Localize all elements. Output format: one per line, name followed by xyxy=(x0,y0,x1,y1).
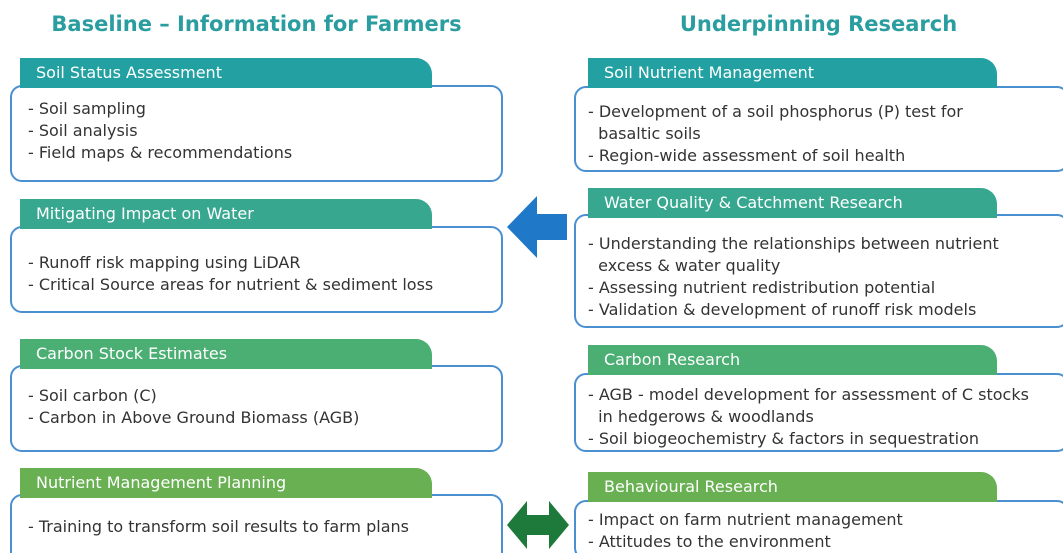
section-line: - Validation & development of runoff ris… xyxy=(588,300,977,319)
section-title: Carbon Stock Estimates xyxy=(20,339,432,369)
section-line: excess & water quality xyxy=(588,256,781,275)
section-line: - Soil carbon (C) xyxy=(28,386,157,405)
section-title: Nutrient Management Planning xyxy=(20,468,432,498)
section-line: - Region-wide assessment of soil health xyxy=(588,146,906,165)
section-line: in hedgerows & woodlands xyxy=(588,407,814,426)
section-line: - Runoff risk mapping using LiDAR xyxy=(28,253,301,272)
section-line: - Attitudes to the environment xyxy=(588,532,831,551)
section-title: Behavioural Research xyxy=(588,472,997,502)
section-line: - Development of a soil phosphorus (P) t… xyxy=(588,102,963,121)
section-line: - Assessing nutrient redistribution pote… xyxy=(588,278,936,297)
double-arrow xyxy=(507,501,569,549)
section-title: Water Quality & Catchment Research xyxy=(588,188,997,218)
section-title: Soil Status Assessment xyxy=(20,58,432,88)
section-line: - Training to transform soil results to … xyxy=(28,517,409,536)
section-line: - Understanding the relationships betwee… xyxy=(588,234,999,253)
section-line: basaltic soils xyxy=(588,124,701,143)
section-line: - Impact on farm nutrient management xyxy=(588,510,903,529)
section-line: - AGB - model development for assessment… xyxy=(588,385,1029,404)
section-line: - Soil sampling xyxy=(28,99,146,118)
section-title: Soil Nutrient Management xyxy=(588,58,997,88)
section-title: Mitigating Impact on Water xyxy=(20,199,432,229)
left-heading: Baseline – Information for Farmers xyxy=(51,12,462,36)
section-line: - Soil biogeochemistry & factors in sequ… xyxy=(588,429,980,448)
section-title: Carbon Research xyxy=(588,345,997,375)
section-line: - Soil analysis xyxy=(28,121,138,140)
section-line: - Field maps & recommendations xyxy=(28,143,293,162)
section-box xyxy=(10,226,503,313)
section-box xyxy=(10,365,503,452)
section-line: - Critical Source areas for nutrient & s… xyxy=(28,275,434,294)
section-line: - Carbon in Above Ground Biomass (AGB) xyxy=(28,408,360,427)
section-box xyxy=(574,373,1063,452)
left-arrow xyxy=(507,196,567,258)
right-heading: Underpinning Research xyxy=(679,12,958,36)
